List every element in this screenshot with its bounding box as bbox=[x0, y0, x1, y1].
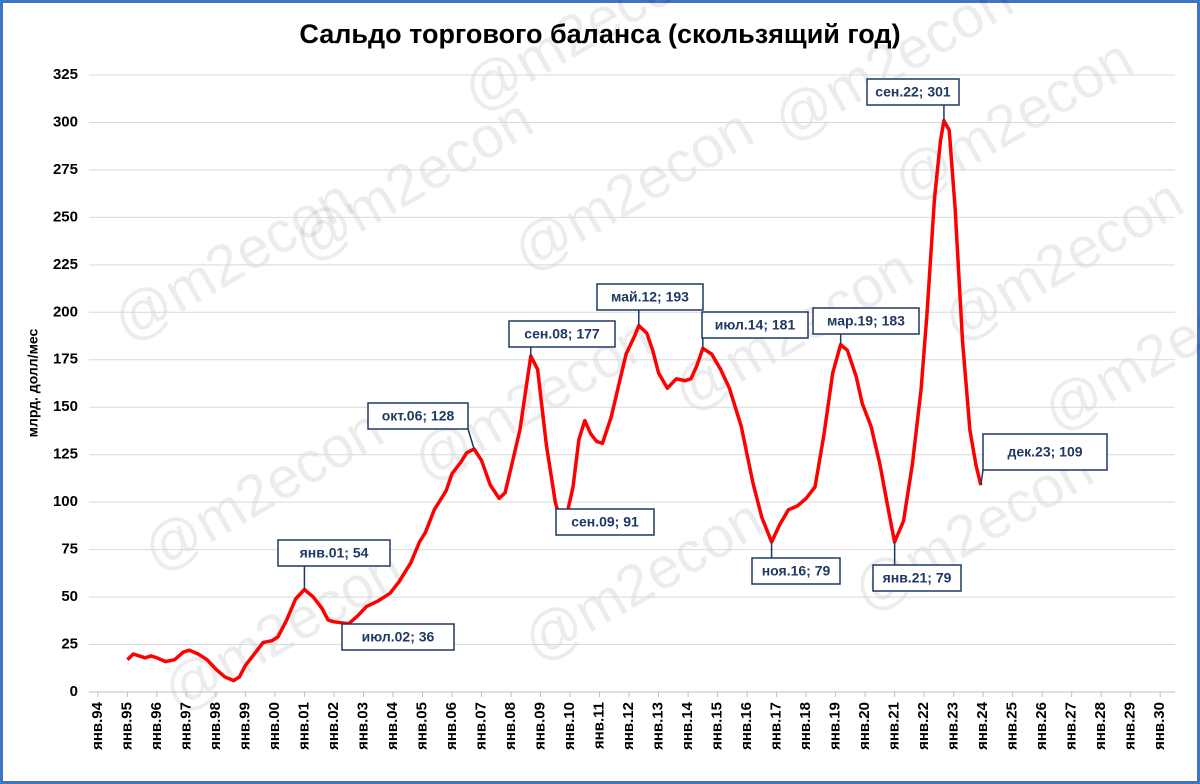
x-tick-label: янв.04 bbox=[384, 701, 401, 750]
x-tick-label: янв.18 bbox=[797, 702, 814, 750]
annotation-leader bbox=[980, 469, 984, 486]
x-tick-label: янв.30 bbox=[1151, 702, 1168, 750]
annotation-label: июл.14; 181 bbox=[715, 317, 796, 333]
x-tick-label: янв.21 bbox=[886, 702, 903, 750]
annotation-box bbox=[508, 320, 616, 348]
y-tick-label: 25 bbox=[61, 636, 78, 653]
y-tick-label: 125 bbox=[53, 446, 78, 463]
x-tick-label: янв.20 bbox=[856, 702, 873, 750]
y-tick-label: 175 bbox=[53, 351, 78, 368]
annotation-label: сен.08; 177 bbox=[524, 326, 600, 342]
x-tick-label: янв.16 bbox=[738, 702, 755, 750]
annotation-leader bbox=[467, 428, 475, 450]
x-tick-label: янв.11 bbox=[591, 702, 608, 749]
y-tick-label: 150 bbox=[53, 398, 78, 415]
y-tick-label: 250 bbox=[53, 208, 78, 225]
x-tick-label: янв.05 bbox=[413, 702, 430, 750]
y-tick-label: 0 bbox=[70, 683, 78, 700]
x-tick-label: янв.25 bbox=[1004, 702, 1021, 750]
x-tick-label: янв.29 bbox=[1122, 702, 1139, 750]
y-tick-label: 50 bbox=[61, 588, 78, 605]
chart-title: Сальдо торгового баланса (скользящий год… bbox=[299, 19, 900, 49]
x-tick-label: янв.98 bbox=[207, 702, 224, 750]
x-tick-label: янв.01 bbox=[295, 702, 312, 750]
y-tick-label: 225 bbox=[53, 256, 78, 273]
annotation-label: май.12; 193 bbox=[611, 289, 689, 305]
x-tick-label: янв.96 bbox=[148, 702, 165, 750]
x-tick-label: янв.99 bbox=[236, 702, 253, 750]
x-tick-label: янв.95 bbox=[118, 702, 135, 750]
y-tick-label: 275 bbox=[53, 161, 78, 178]
annotation-box bbox=[277, 539, 391, 567]
y-tick-label: 325 bbox=[53, 66, 78, 83]
annotation-box bbox=[555, 508, 655, 536]
x-tick-label: янв.94 bbox=[89, 701, 106, 750]
x-tick-label: янв.12 bbox=[620, 702, 637, 750]
y-axis-label: млрд. долл/мес bbox=[25, 328, 41, 437]
annotation-box bbox=[341, 623, 455, 651]
annotation-label: окт.06; 128 bbox=[382, 408, 455, 424]
x-tick-label: янв.26 bbox=[1033, 702, 1050, 750]
x-tick-label: янв.27 bbox=[1063, 702, 1080, 750]
annotation-box bbox=[982, 433, 1108, 471]
annotation-box bbox=[367, 402, 469, 430]
x-tick-label: янв.14 bbox=[679, 701, 696, 750]
x-tick-label: янв.13 bbox=[650, 702, 667, 750]
annotation-box bbox=[866, 78, 960, 106]
annotation-box bbox=[596, 283, 704, 311]
x-tick-label: янв.00 bbox=[266, 702, 283, 750]
x-tick-label: янв.23 bbox=[945, 702, 962, 750]
y-tick-label: 100 bbox=[53, 493, 78, 510]
annotation-label: дек.23; 109 bbox=[1007, 444, 1082, 460]
annotation-label: мар.19; 183 bbox=[827, 313, 905, 329]
annotation-label: янв.01; 54 bbox=[300, 545, 369, 561]
annotation-box bbox=[701, 311, 809, 339]
annotation-box bbox=[751, 557, 841, 585]
x-tick-label: янв.22 bbox=[915, 702, 932, 750]
x-tick-label: янв.07 bbox=[472, 702, 489, 750]
annotation-label: сен.09; 91 bbox=[571, 514, 639, 530]
y-tick-label: 300 bbox=[53, 113, 78, 130]
x-tick-label: янв.17 bbox=[768, 702, 785, 750]
line bbox=[126, 118, 983, 683]
x-tick-label: янв.15 bbox=[709, 702, 726, 750]
x-tick-label: янв.08 bbox=[502, 702, 519, 750]
x-tick-label: янв.97 bbox=[177, 702, 194, 750]
x-tick-label: янв.03 bbox=[354, 702, 371, 750]
x-tick-label: янв.19 bbox=[827, 702, 844, 750]
x-tick-label: янв.09 bbox=[531, 702, 548, 750]
annotation-label: ноя.16; 79 bbox=[762, 563, 831, 579]
y-tick-label: 200 bbox=[53, 303, 78, 320]
x-tick-label: янв.02 bbox=[325, 702, 342, 750]
annotation-label: янв.21; 79 bbox=[883, 570, 952, 586]
x-tick-label: янв.24 bbox=[974, 701, 991, 750]
annotation-label: сен.22; 301 bbox=[875, 84, 951, 100]
annotation-box bbox=[872, 564, 962, 592]
x-tick-label: янв.10 bbox=[561, 702, 578, 750]
y-tick-label: 75 bbox=[61, 541, 78, 558]
x-tick-label: янв.28 bbox=[1092, 702, 1109, 750]
annotation-box bbox=[812, 307, 920, 335]
x-tick-label: янв.06 bbox=[443, 702, 460, 750]
annotation-label: июл.02; 36 bbox=[362, 629, 435, 645]
